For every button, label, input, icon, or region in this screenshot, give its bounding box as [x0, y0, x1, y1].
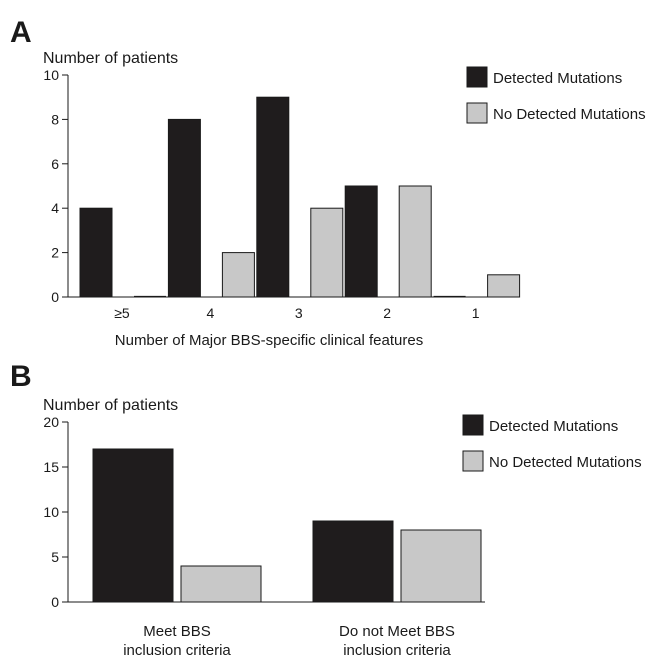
x-tick-label: 1 — [472, 305, 480, 321]
y-axis-title: Number of patients — [43, 50, 178, 67]
bar-not-detected — [400, 529, 482, 603]
x-tick-label-line: Meet BBS — [143, 623, 211, 640]
x-tick-label: 3 — [295, 305, 303, 321]
y-tick-label: 5 — [51, 549, 59, 565]
bar-detected — [167, 118, 201, 298]
bar-detected — [344, 185, 378, 298]
panel-letter: B — [10, 360, 32, 393]
y-tick-label: 0 — [51, 594, 59, 610]
legend-label: Detected Mutations — [489, 418, 618, 435]
legend-swatch — [466, 66, 488, 88]
x-tick-label: 4 — [207, 305, 215, 321]
bar-detected — [79, 207, 113, 298]
bar-detected — [256, 96, 290, 298]
y-tick-label: 10 — [43, 504, 59, 520]
chart-panel-b: B Number of patients 0 5 10 15 20 Meet BBS inclu… — [10, 360, 642, 657]
y-tick-label: 8 — [51, 111, 59, 127]
x-tick-label: Do not Meet BBS inclusion criteria — [339, 623, 455, 657]
x-tick-label-line: inclusion criteria — [123, 642, 231, 657]
y-axis-title: Number of patients — [43, 397, 178, 414]
x-tick-label: Meet BBS inclusion criteria — [123, 623, 231, 657]
legend-swatch — [462, 450, 484, 472]
bar-not-detected — [221, 252, 255, 298]
y-tick-label: 20 — [43, 414, 59, 430]
bar-detected — [92, 448, 174, 603]
y-tick-label: 2 — [51, 245, 59, 261]
y-tick-label: 0 — [51, 289, 59, 305]
x-tick-label: ≥5 — [114, 305, 130, 321]
legend-label: No Detected Mutations — [493, 106, 646, 123]
bar-not-detected — [310, 207, 344, 298]
legend-label: Detected Mutations — [493, 70, 622, 87]
bar-not-detected — [398, 185, 432, 298]
legend-label: No Detected Mutations — [489, 454, 642, 471]
chart-panel-a: A Number of patients 0 2 4 6 8 10 ≥5 4 3 2 1 Number o… — [10, 16, 646, 349]
panel-letter: A — [10, 16, 32, 49]
y-tick-label: 4 — [51, 200, 59, 216]
legend-swatch — [466, 102, 488, 124]
bar-not-detected — [180, 565, 262, 603]
y-tick-label: 6 — [51, 156, 59, 172]
x-axis-title: Number of Major BBS-specific clinical fe… — [115, 332, 423, 349]
bar-not-detected — [487, 274, 521, 298]
bar-detected — [312, 520, 394, 603]
legend-swatch — [462, 414, 484, 436]
y-tick-label: 10 — [43, 67, 59, 83]
y-tick-label: 15 — [43, 459, 59, 475]
x-tick-label-line: Do not Meet BBS — [339, 623, 455, 640]
x-tick-label: 2 — [383, 305, 391, 321]
x-tick-label-line: inclusion criteria — [343, 642, 451, 657]
